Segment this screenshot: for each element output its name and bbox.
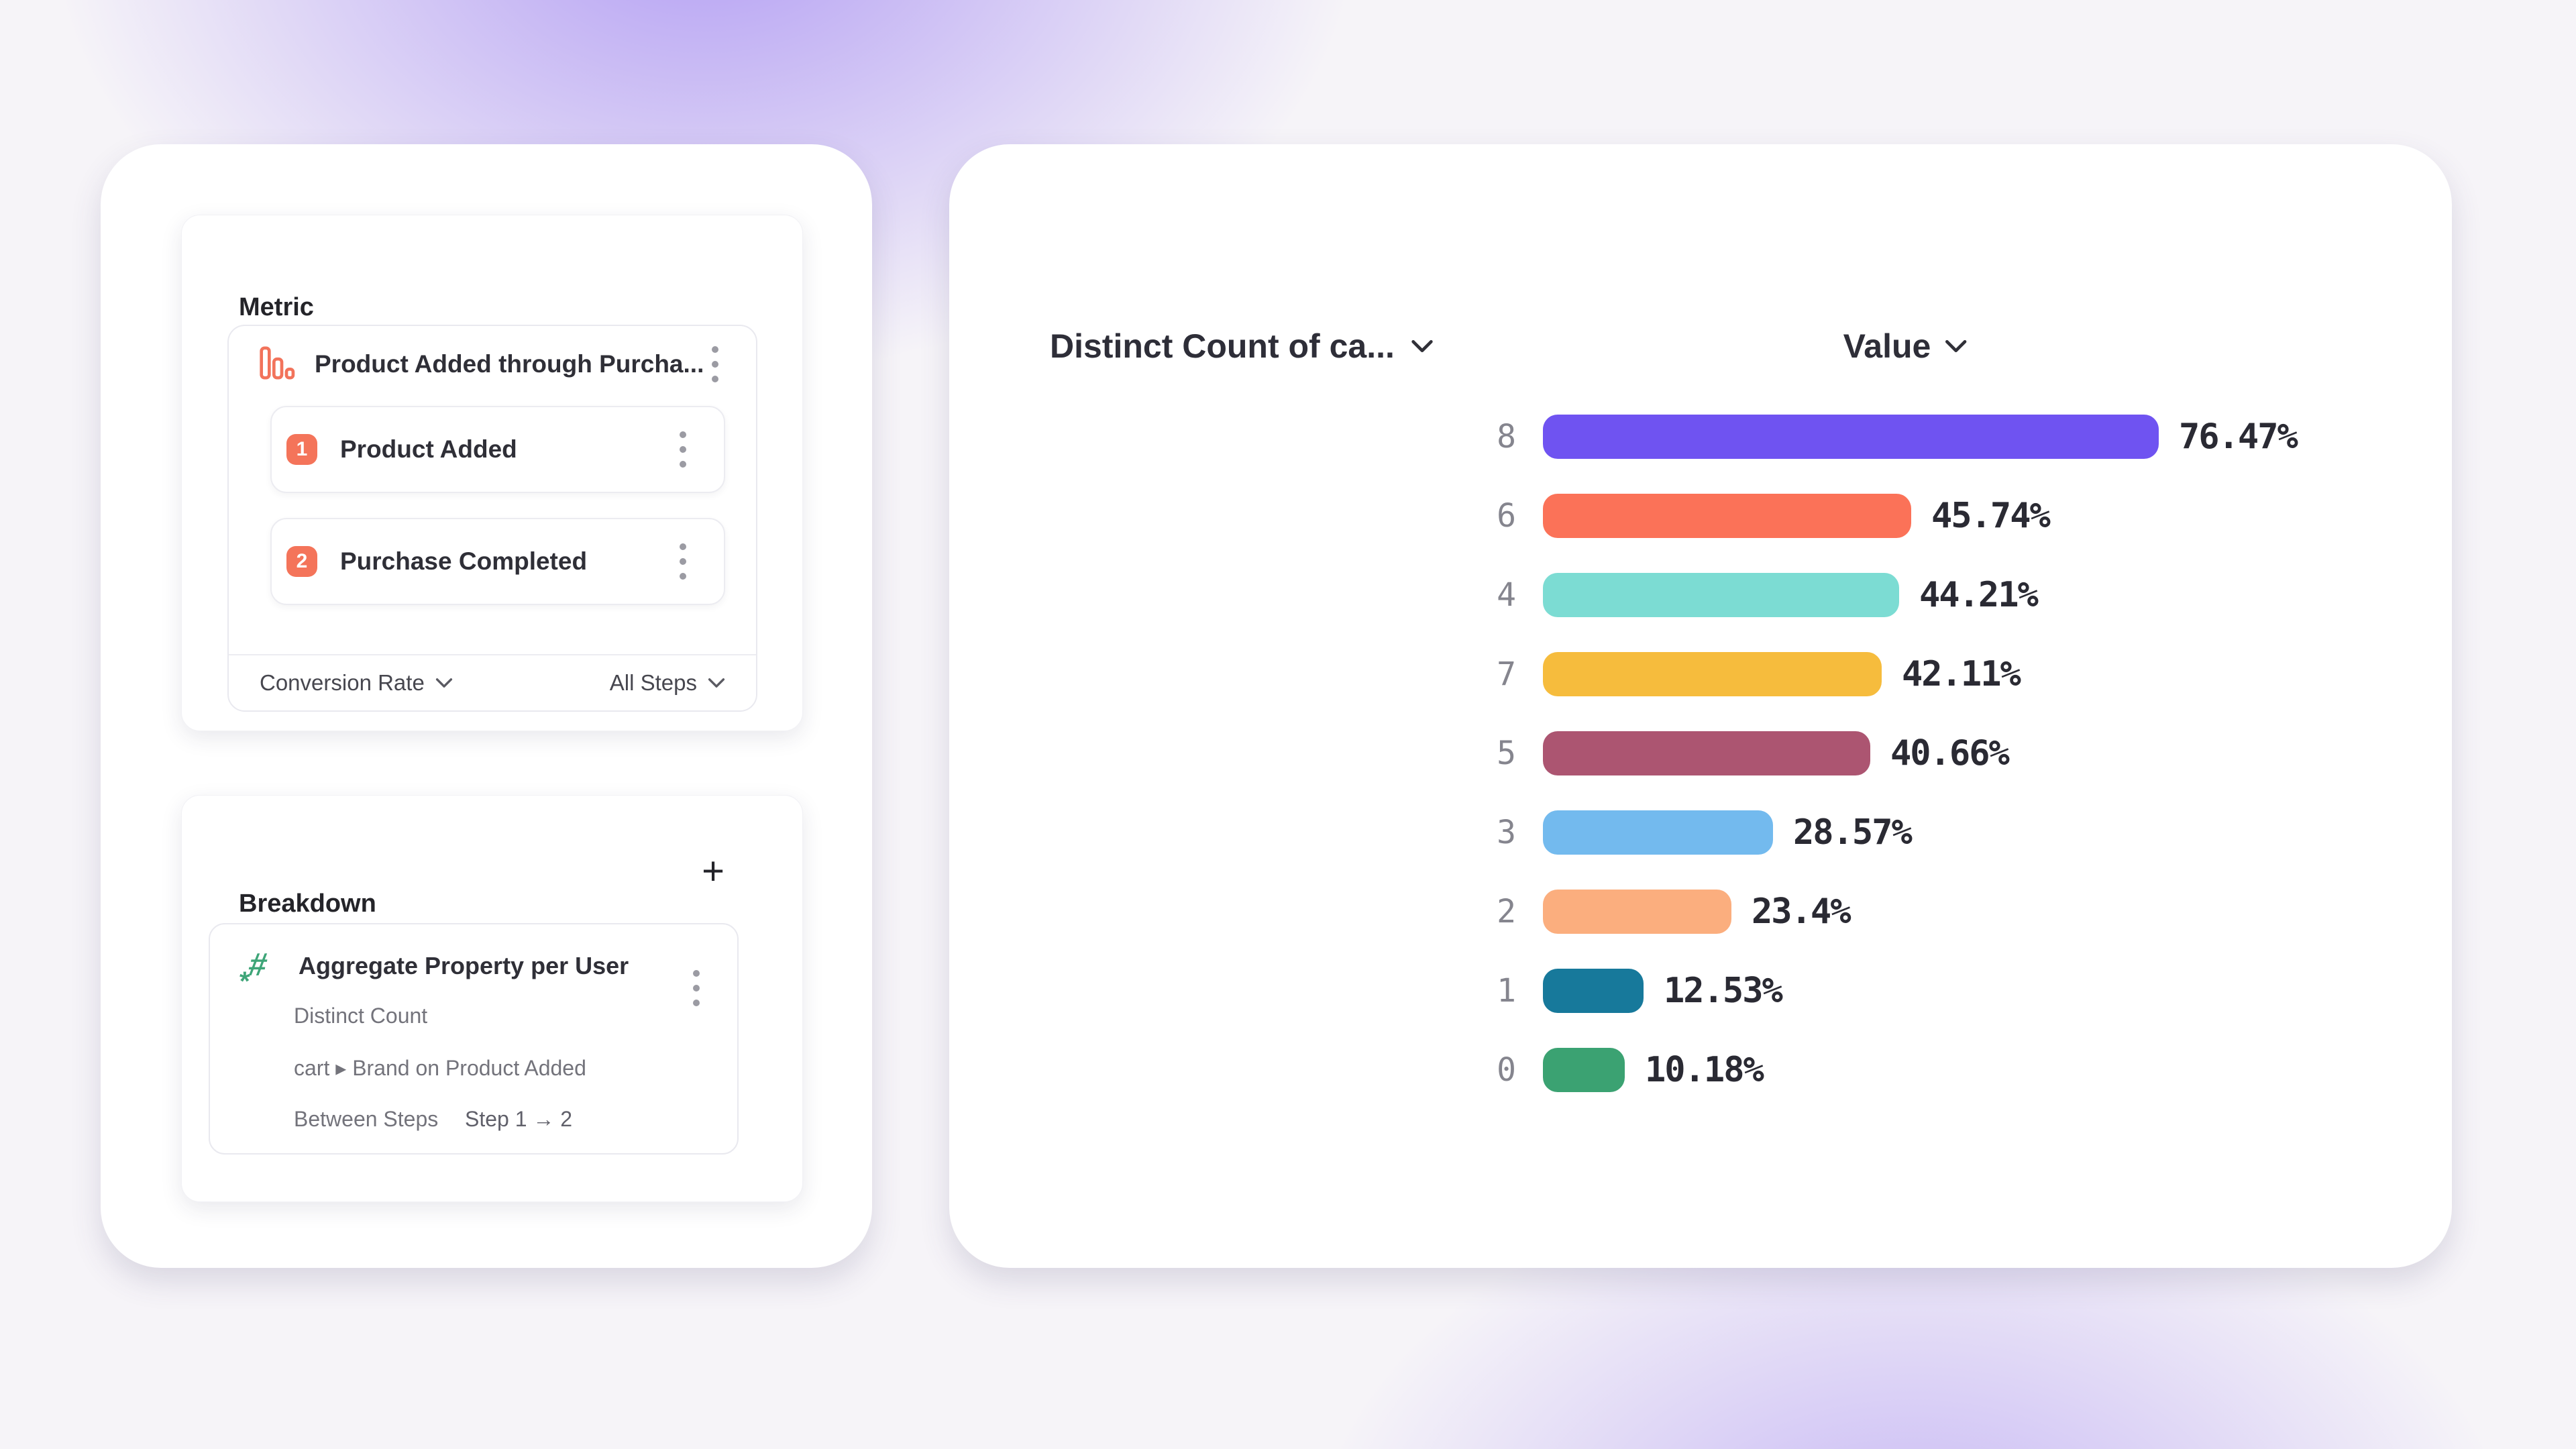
breakdown-item-header: # * Aggregate Property per User <box>239 938 710 996</box>
kebab-menu-icon[interactable] <box>676 427 690 472</box>
breakdown-section: Breakdown + # * Aggregate Property per Us… <box>181 795 803 1202</box>
bar[interactable] <box>1543 652 1882 696</box>
chevron-down-icon <box>1411 340 1433 352</box>
category-label: 7 <box>1497 655 1516 693</box>
category-label: 6 <box>1497 497 1516 535</box>
chart-row: 4 44.21% <box>949 555 2452 635</box>
metric-section-title: Metric <box>239 293 314 321</box>
breakdown-section-title: Breakdown <box>239 890 376 918</box>
bar[interactable] <box>1543 810 1773 855</box>
kebab-menu-icon[interactable] <box>689 966 704 1010</box>
chart-row: 5 40.66% <box>949 714 2452 793</box>
all-steps-label: All Steps <box>609 670 697 695</box>
chart-row: 3 28.57% <box>949 793 2452 872</box>
breakdown-property: cart ▸ Brand on Product Added <box>294 1056 586 1080</box>
breakdown-item[interactable]: # * Aggregate Property per User Distinct … <box>209 923 739 1155</box>
chart-row: 1 12.53% <box>949 951 2452 1030</box>
breakdown-item-title: Aggregate Property per User <box>299 952 629 979</box>
chart-row: 0 10.18% <box>949 1030 2452 1110</box>
bar[interactable] <box>1543 890 1731 934</box>
value-label: 42.11% <box>1902 654 2021 694</box>
value-label: 45.74% <box>1931 496 2051 536</box>
chart-row: 8 76.47% <box>949 397 2452 476</box>
bar[interactable] <box>1543 573 1899 617</box>
value-label: 44.21% <box>1919 575 2039 615</box>
funnel-event-label: Product Added through Purcha... <box>315 350 704 378</box>
step-number-badge: 1 <box>286 434 317 465</box>
bar[interactable] <box>1543 494 1911 538</box>
kebab-menu-icon[interactable] <box>708 342 722 386</box>
value-label: 40.66% <box>1890 733 2010 773</box>
add-breakdown-button[interactable]: + <box>702 849 724 893</box>
category-column-header[interactable]: Distinct Count of ca... <box>1050 327 1434 366</box>
chart-row: 2 23.4% <box>949 872 2452 951</box>
category-label: 1 <box>1497 972 1516 1010</box>
funnel-event-row[interactable]: Product Added through Purcha... <box>229 326 756 402</box>
metric-section: Metric Product Added through Purcha... <box>181 215 803 731</box>
kebab-menu-icon[interactable] <box>676 539 690 584</box>
category-label: 5 <box>1497 735 1516 772</box>
funnel-step-row-1[interactable]: 1 Product Added <box>270 406 725 493</box>
category-label: 0 <box>1497 1051 1516 1089</box>
bar-chart: 8 76.47% 6 45.74% 4 44.21% 7 42.11% 5 40… <box>949 397 2452 1110</box>
bar[interactable] <box>1543 731 1870 775</box>
category-label: 2 <box>1497 893 1516 930</box>
category-label: 3 <box>1497 814 1516 851</box>
conversion-rate-dropdown[interactable]: Conversion Rate <box>260 670 453 696</box>
category-label: 8 <box>1497 418 1516 455</box>
value-column-label: Value <box>1843 327 1931 365</box>
metric-footer: Conversion Rate All Steps <box>229 654 756 710</box>
conversion-rate-label: Conversion Rate <box>260 670 425 695</box>
chevron-down-icon <box>1945 340 1966 352</box>
breakdown-aggregation: Distinct Count <box>294 1004 428 1028</box>
chevron-down-icon <box>708 678 725 688</box>
query-builder-panel: Metric Product Added through Purcha... <box>101 144 872 1268</box>
value-label: 28.57% <box>1793 812 1913 853</box>
bar[interactable] <box>1543 969 1644 1013</box>
all-steps-dropdown[interactable]: All Steps <box>610 670 725 696</box>
step-label: Purchase Completed <box>340 547 588 575</box>
category-column-label: Distinct Count of ca... <box>1050 327 1395 365</box>
value-label: 23.4% <box>1752 892 1851 932</box>
hashtag-icon: # * <box>239 947 270 996</box>
funnel-metric-box: Product Added through Purcha... 1 Produc… <box>227 325 757 712</box>
bar[interactable] <box>1543 1048 1625 1092</box>
value-label: 76.47% <box>2179 417 2298 457</box>
step-number-badge: 2 <box>286 546 317 577</box>
funnel-step-row-2[interactable]: 2 Purchase Completed <box>270 518 725 605</box>
breakdown-scope-value: Step 1 → 2 <box>465 1107 573 1131</box>
category-label: 4 <box>1497 576 1516 614</box>
chart-row: 6 45.74% <box>949 476 2452 555</box>
bar[interactable] <box>1543 415 2159 459</box>
value-label: 12.53% <box>1664 971 1783 1011</box>
chevron-down-icon <box>435 678 452 688</box>
chart-card: Distinct Count of ca... Value 8 76.47% 6… <box>949 144 2452 1268</box>
step-label: Product Added <box>340 435 517 463</box>
funnel-chart-icon <box>258 344 296 385</box>
value-label: 10.18% <box>1645 1050 1764 1090</box>
breakdown-scope-label: Between Steps <box>294 1107 439 1131</box>
chart-row: 7 42.11% <box>949 635 2452 714</box>
value-column-header[interactable]: Value <box>1843 327 1968 366</box>
